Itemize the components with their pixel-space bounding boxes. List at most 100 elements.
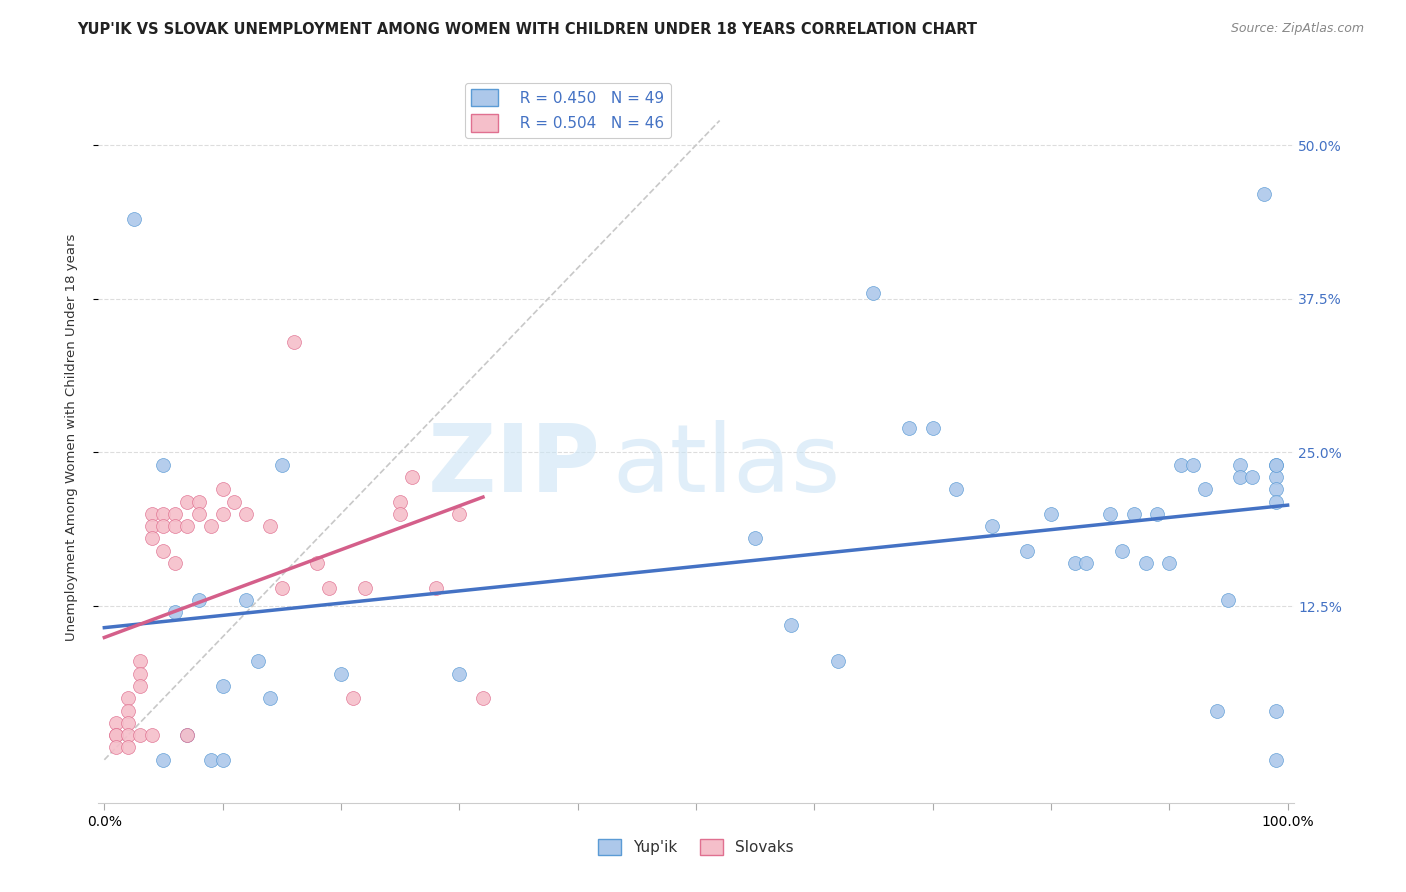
Point <box>200 519 222 533</box>
Point <box>1264 753 1286 767</box>
Point <box>152 543 174 558</box>
Point <box>1063 556 1085 570</box>
Y-axis label: Unemployment Among Women with Children Under 18 years: Unemployment Among Women with Children U… <box>65 234 77 640</box>
Point <box>152 458 174 472</box>
Point <box>1264 458 1286 472</box>
Point <box>141 507 163 521</box>
Point <box>897 421 920 435</box>
Point <box>1122 507 1144 521</box>
Point <box>122 211 145 226</box>
Point <box>472 691 495 706</box>
Point <box>165 519 187 533</box>
Point <box>449 507 471 521</box>
Point <box>1205 704 1227 718</box>
Point <box>318 581 340 595</box>
Point <box>211 507 233 521</box>
Point <box>1264 494 1286 508</box>
Point <box>165 556 187 570</box>
Point <box>176 728 198 742</box>
Point <box>141 532 163 546</box>
Point <box>1241 470 1264 484</box>
Point <box>1229 458 1251 472</box>
Point <box>1017 543 1039 558</box>
Point <box>176 494 198 508</box>
Point <box>270 458 292 472</box>
Point <box>1229 470 1251 484</box>
Point <box>1264 458 1286 472</box>
Point <box>152 753 174 767</box>
Point <box>1264 483 1286 497</box>
Text: ZIP: ZIP <box>427 420 600 512</box>
Point <box>1264 470 1286 484</box>
Point <box>779 617 801 632</box>
Point <box>188 507 211 521</box>
Point <box>141 728 163 742</box>
Point <box>1159 556 1181 570</box>
Point <box>1076 556 1098 570</box>
Point <box>165 507 187 521</box>
Point <box>980 519 1002 533</box>
Point <box>176 519 198 533</box>
Point <box>353 581 375 595</box>
Point <box>342 691 364 706</box>
Point <box>117 728 139 742</box>
Point <box>165 605 187 619</box>
Point <box>1253 187 1275 202</box>
Point <box>921 421 943 435</box>
Point <box>128 666 150 681</box>
Point <box>1218 593 1240 607</box>
Point <box>235 507 257 521</box>
Point <box>152 519 174 533</box>
Point <box>389 494 412 508</box>
Point <box>449 666 471 681</box>
Point <box>105 715 128 730</box>
Point <box>1099 507 1122 521</box>
Point <box>211 483 233 497</box>
Point <box>270 581 292 595</box>
Point <box>1264 704 1286 718</box>
Point <box>128 728 150 742</box>
Point <box>188 494 211 508</box>
Point <box>105 740 128 755</box>
Point <box>128 655 150 669</box>
Point <box>200 753 222 767</box>
Point <box>235 593 257 607</box>
Point <box>176 728 198 742</box>
Point <box>389 507 412 521</box>
Point <box>862 285 884 300</box>
Text: Source: ZipAtlas.com: Source: ZipAtlas.com <box>1230 22 1364 36</box>
Point <box>1194 483 1216 497</box>
Point <box>330 666 353 681</box>
Point <box>117 715 139 730</box>
Point <box>1111 543 1133 558</box>
Point <box>117 704 139 718</box>
Text: atlas: atlas <box>613 420 841 512</box>
Point <box>105 728 128 742</box>
Point <box>152 507 174 521</box>
Point <box>117 740 139 755</box>
Point <box>128 679 150 693</box>
Point <box>1135 556 1157 570</box>
Point <box>211 753 233 767</box>
Point <box>105 728 128 742</box>
Point <box>247 655 270 669</box>
Point <box>188 593 211 607</box>
Point <box>117 691 139 706</box>
Point <box>1170 458 1192 472</box>
Point <box>283 334 305 349</box>
Point <box>1039 507 1062 521</box>
Legend: Yup'ik, Slovaks: Yup'ik, Slovaks <box>592 833 800 861</box>
Point <box>945 483 967 497</box>
Point <box>425 581 447 595</box>
Point <box>1181 458 1204 472</box>
Text: YUP'IK VS SLOVAK UNEMPLOYMENT AMONG WOMEN WITH CHILDREN UNDER 18 YEARS CORRELATI: YUP'IK VS SLOVAK UNEMPLOYMENT AMONG WOME… <box>77 22 977 37</box>
Point <box>224 494 246 508</box>
Point <box>259 519 281 533</box>
Point <box>307 556 329 570</box>
Point <box>827 655 849 669</box>
Point <box>259 691 281 706</box>
Point <box>1146 507 1168 521</box>
Point <box>211 679 233 693</box>
Point <box>401 470 423 484</box>
Point <box>744 532 766 546</box>
